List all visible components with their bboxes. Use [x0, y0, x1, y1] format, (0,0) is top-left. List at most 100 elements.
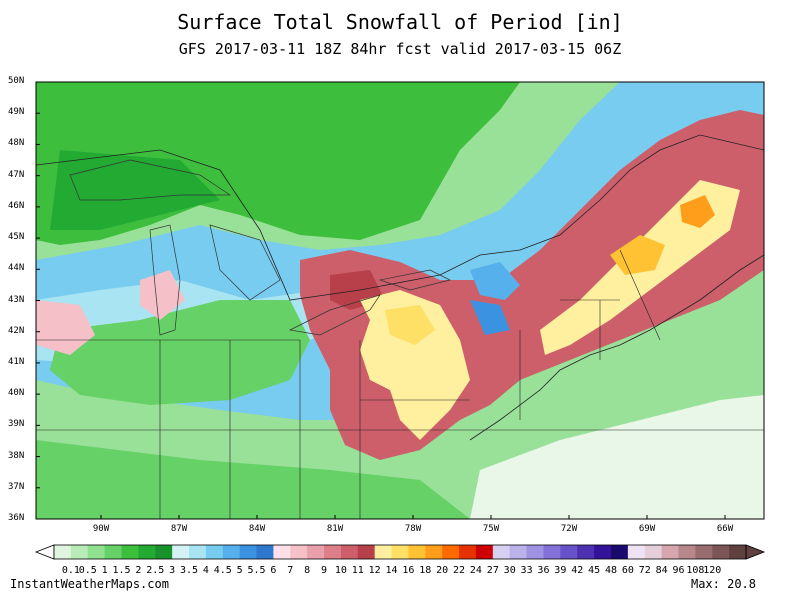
colorbar-label: 4: [202, 565, 209, 576]
snow-zone-pink-west: [36, 300, 95, 355]
longitude-label: 78W: [404, 524, 422, 534]
longitude-ticks: [100, 515, 726, 519]
colorbar-label: 0.5: [78, 565, 97, 576]
colorbar-swatch: [644, 545, 663, 559]
longitude-label: 69W: [638, 524, 656, 534]
snow-zone-yellow-core-west: [385, 305, 435, 345]
colorbar-label: 3.5: [179, 565, 199, 576]
colorbar-swatch: [273, 545, 291, 559]
colorbar-label: 27: [486, 565, 499, 576]
colorbar-label: 6: [270, 565, 277, 576]
colorbar-swatch: [729, 545, 747, 559]
latitude-label: 41N: [8, 356, 25, 367]
lake-superior: [69, 159, 232, 201]
colorbar-label: 4.5: [213, 565, 232, 576]
colorbar-swatch: [357, 545, 376, 559]
latitude-label: 46N: [8, 200, 25, 211]
colorbar-swatch: [459, 545, 477, 559]
colorbar-swatch: [104, 545, 122, 559]
snow-zone-blue-pocket2: [470, 300, 510, 335]
snow-zone-orange-east: [610, 235, 665, 275]
colorbar-swatch: [340, 545, 359, 559]
colorbar-label: 9: [321, 565, 328, 576]
snow-zone-white: [470, 395, 764, 519]
colorbar-label: 18: [419, 565, 432, 576]
colorbar-swatch: [475, 545, 494, 559]
colorbar-label: 3: [169, 565, 176, 576]
colorbar-swatch: [87, 545, 106, 559]
latitude-label: 39N: [8, 419, 25, 430]
latitude-label: 40N: [8, 388, 25, 399]
colorbar-swatch: [256, 545, 274, 559]
colorbar-swatch: [239, 545, 257, 559]
colorbar-right-arrow: [745, 544, 766, 560]
colorbar-label: 2: [135, 565, 142, 576]
colorbar-swatch: [712, 545, 730, 559]
colorbar-swatch: [678, 545, 696, 559]
colorbar-swatch: [425, 545, 443, 559]
lake-erie: [288, 294, 381, 336]
snow-zone-yellow-west: [360, 290, 470, 440]
colorbar-label: 60: [621, 565, 634, 576]
colorbar-label: 20: [436, 565, 449, 576]
latitude-label: 47N: [8, 169, 25, 180]
colorbar-swatch: [172, 545, 190, 559]
colorbar-label: 5.5: [247, 565, 266, 576]
state-lines: [36, 249, 764, 519]
colorbar-swatch: [222, 545, 241, 559]
colorbar-swatch: [70, 545, 89, 559]
latitude-label: 49N: [8, 107, 25, 118]
colorbar-swatch: [695, 545, 713, 559]
latitude-label: 42N: [8, 325, 25, 336]
colorbar-label: 1.5: [112, 565, 131, 576]
colorbar-label: 5: [236, 565, 243, 576]
colorbar-swatch: [307, 545, 325, 559]
colorbar-label: 96: [672, 565, 685, 576]
colorbar-swatch: [155, 545, 173, 559]
lake-michigan: [149, 224, 181, 336]
latitude-label: 50N: [8, 76, 25, 86]
colorbar-swatch: [408, 545, 426, 559]
colorbar-frame: [53, 544, 747, 560]
colorbar-label: 16: [402, 565, 415, 576]
longitude-label: 72W: [560, 524, 578, 534]
colorbar-label: 0.1: [61, 565, 80, 576]
snow-zone-green-interior: [50, 300, 310, 405]
longitude-label: 66W: [716, 524, 734, 534]
colorbar-swatch: [54, 545, 72, 559]
colorbar-label: 8: [304, 565, 311, 576]
latitude-label: 38N: [8, 450, 25, 461]
snow-zone-pink-west2: [140, 270, 185, 320]
colorbar-swatch: [526, 545, 544, 559]
colorbar-swatch: [661, 545, 679, 559]
longitude-label: 90W: [92, 524, 110, 534]
colorbar-label: 120: [703, 565, 722, 576]
colorbar-swatch: [509, 545, 527, 559]
colorbar-swatch: [189, 545, 207, 559]
snow-zone-green-south: [36, 440, 470, 519]
colorbar-label: 22: [453, 565, 466, 576]
colorbar-swatch: [138, 545, 156, 559]
colorbar-label: 7: [287, 565, 294, 576]
colorbar-swatch: [560, 545, 578, 559]
colorbar-swatch: [442, 545, 460, 559]
colorbar-swatch: [543, 545, 561, 559]
colorbar-label: 1: [101, 565, 108, 576]
latitude-label: 37N: [8, 481, 25, 492]
colorbar-swatch: [577, 545, 595, 559]
colorbar-label: 108: [686, 565, 705, 576]
colorbar-swatch: [492, 545, 511, 559]
colorbar-label: 36: [537, 565, 550, 576]
colorbar-label: 33: [520, 565, 533, 576]
snow-zone-blue-pocket: [470, 262, 520, 300]
colorbar-label: 11: [351, 565, 364, 576]
colorbar-label: 14: [385, 565, 398, 576]
coastline: [469, 254, 764, 441]
colorbar-label: 24: [469, 565, 482, 576]
map-subtitle: GFS 2017-03-11 18Z 84hr fcst valid 2017-…: [178, 40, 622, 58]
colorbar-label: 84: [655, 565, 668, 576]
colorbar-label: 10: [334, 565, 347, 576]
colorbar-label: 72: [638, 565, 651, 576]
colorbar-swatch: [391, 545, 409, 559]
lake-huron: [209, 224, 281, 301]
